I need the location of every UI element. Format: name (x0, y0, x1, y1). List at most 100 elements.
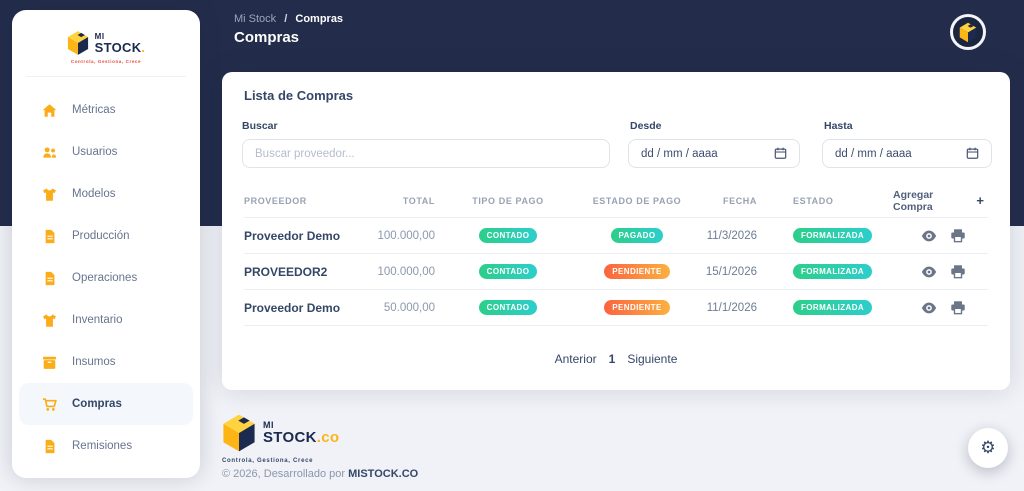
pagination: Anterior 1 Siguiente (222, 352, 1010, 366)
box-icon (42, 355, 57, 370)
users-icon (42, 145, 57, 160)
tipo-pago-badge: CONTADO (478, 228, 538, 243)
sidebar-item-label: Remisiones (72, 440, 133, 452)
sidebar: MI STOCK. Controla, Gestiona, Crece Métr… (12, 10, 200, 478)
date-from-input[interactable]: dd / mm / aaaa (628, 139, 800, 168)
cell-total: 50.000,00 (383, 301, 435, 314)
logo-text-stock: STOCK (94, 39, 142, 55)
sidebar-item-usuarios[interactable]: Usuarios (12, 131, 200, 173)
table-row: Proveedor Demo 100.000,00 CONTADO PAGADO… (244, 218, 988, 254)
calendar-icon[interactable] (774, 147, 787, 160)
estado-badge: FORMALIZADA (793, 300, 873, 315)
sidebar-item-compras[interactable]: Compras (19, 383, 193, 425)
table-header-row: PROVEEDOR TOTAL TIPO DE PAGO ESTADO DE P… (244, 184, 988, 218)
logo-tagline: Controla, Gestiona, Crece (70, 59, 142, 64)
footer-logo-suffix: .co (316, 429, 340, 447)
print-icon[interactable] (950, 300, 966, 315)
breadcrumb-separator: / (284, 13, 288, 25)
cart-icon (42, 397, 57, 412)
add-compra-button[interactable]: Agregar Compra + (893, 189, 988, 213)
cell-total: 100.000,00 (377, 229, 435, 242)
sidebar-item-label: Usuarios (72, 146, 118, 158)
col-header-fecha: FECHA (723, 195, 757, 206)
footer-logo: MI STOCK.co (222, 413, 418, 453)
tshirt-icon (42, 313, 57, 328)
print-icon[interactable] (950, 264, 966, 279)
estado-badge: FORMALIZADA (793, 228, 873, 243)
sidebar-item-produccion[interactable]: Producción (12, 215, 200, 257)
sidebar-logo: MI STOCK. (12, 10, 200, 56)
pagination-next[interactable]: Siguiente (627, 352, 678, 366)
estado-badge: FORMALIZADA (793, 264, 873, 279)
search-input[interactable] (242, 139, 610, 168)
cell-total: 100.000,00 (377, 265, 435, 278)
estado-pago-badge: PAGADO (610, 228, 664, 243)
table-row: PROVEEDOR2 100.000,00 CONTADO PENDIENTE … (244, 254, 988, 290)
cell-proveedor: Proveedor Demo (244, 300, 341, 315)
cell-fecha: 15/1/2026 (705, 265, 757, 278)
settings-fab-button[interactable]: ⚙ (968, 428, 1008, 468)
sidebar-item-label: Compras (72, 398, 122, 410)
copyright-text: © 2026, Desarrollado por (222, 468, 349, 480)
search-label: Buscar (242, 120, 278, 132)
footer: MI STOCK.co Controla, Gestiona, Crece © … (222, 413, 418, 480)
logo-text-mi: MI (94, 31, 105, 41)
tipo-pago-badge: CONTADO (478, 264, 538, 279)
sidebar-menu: Métricas Usuarios Modelos Producción Ope… (12, 89, 200, 467)
cell-fecha: 11/1/2026 (706, 301, 757, 314)
date-to-label: Hasta (824, 120, 853, 132)
print-icon[interactable] (950, 228, 966, 243)
sidebar-item-label: Métricas (72, 104, 116, 116)
home-icon (42, 103, 57, 118)
sidebar-item-label: Producción (72, 230, 130, 242)
pagination-current-page[interactable]: 1 (608, 352, 616, 366)
sidebar-item-modelos[interactable]: Modelos (12, 173, 200, 215)
sidebar-item-metricas[interactable]: Métricas (12, 89, 200, 131)
estado-pago-badge: PENDIENTE (604, 300, 670, 315)
date-from-label: Desde (630, 120, 662, 132)
compras-card: Lista de Compras Buscar Desde dd / mm / … (222, 72, 1010, 390)
breadcrumb-current: Compras (295, 13, 344, 25)
card-title: Lista de Compras (244, 88, 354, 103)
col-header-estado-de-pago: ESTADO DE PAGO (592, 195, 682, 206)
user-avatar[interactable] (950, 14, 986, 50)
sidebar-divider (26, 76, 186, 77)
date-from-value: dd / mm / aaaa (641, 147, 718, 160)
page-title: Compras (234, 29, 300, 46)
sidebar-item-label: Inventario (72, 314, 123, 326)
plus-icon: + (976, 193, 984, 208)
estado-pago-badge: PENDIENTE (604, 264, 670, 279)
pagination-prev[interactable]: Anterior (554, 352, 597, 366)
cell-fecha: 11/3/2026 (706, 229, 757, 242)
col-header-estado: ESTADO (793, 195, 834, 206)
brand-cube-icon (959, 22, 977, 42)
cell-proveedor: PROVEEDOR2 (244, 264, 328, 279)
brand-cube-icon (67, 31, 88, 55)
sidebar-item-inventario[interactable]: Inventario (12, 299, 200, 341)
calendar-icon[interactable] (966, 147, 979, 160)
sidebar-item-label: Modelos (72, 188, 116, 200)
sidebar-item-remisiones[interactable]: Remisiones (12, 425, 200, 467)
view-icon[interactable] (921, 264, 937, 279)
date-to-value: dd / mm / aaaa (835, 147, 912, 160)
col-header-tipo-de-pago: TIPO DE PAGO (472, 195, 544, 206)
cell-proveedor: Proveedor Demo (244, 228, 341, 243)
footer-brand-link[interactable]: MISTOCK.CO (348, 468, 419, 480)
view-icon[interactable] (921, 228, 937, 243)
add-compra-label: Agregar Compra (893, 188, 934, 213)
logo-dot: . (141, 39, 146, 55)
brand-cube-icon (223, 414, 255, 452)
footer-logo-mi: MI (263, 419, 274, 430)
tshirt-icon (42, 187, 57, 202)
breadcrumb-root[interactable]: Mi Stock (234, 13, 277, 25)
file-icon (42, 439, 57, 454)
sidebar-item-insumos[interactable]: Insumos (12, 341, 200, 383)
col-header-total: TOTAL (402, 195, 435, 206)
tipo-pago-badge: CONTADO (478, 300, 538, 315)
breadcrumb: Mi Stock / Compras (234, 13, 343, 25)
sidebar-item-operaciones[interactable]: Operaciones (12, 257, 200, 299)
col-header-proveedor: PROVEEDOR (244, 195, 307, 206)
date-to-input[interactable]: dd / mm / aaaa (822, 139, 992, 168)
footer-logo-stock: STOCK (263, 429, 317, 447)
view-icon[interactable] (921, 300, 937, 315)
